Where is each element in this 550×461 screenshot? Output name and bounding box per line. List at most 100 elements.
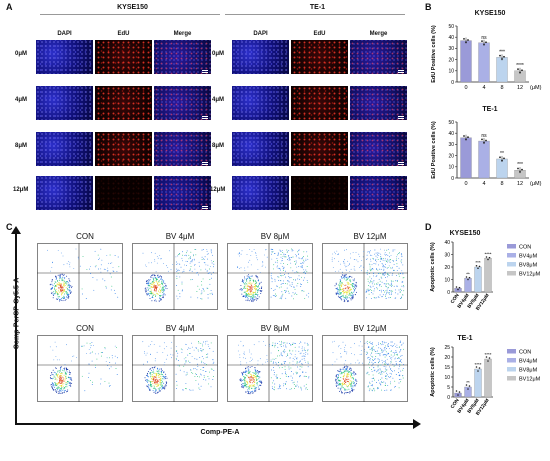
event-dot — [350, 347, 352, 348]
event-dot — [293, 298, 294, 300]
event-dot — [378, 342, 380, 344]
event-dot — [363, 251, 365, 252]
event-dot — [165, 373, 167, 375]
event-dot — [152, 282, 154, 283]
event-dot — [244, 384, 246, 386]
event-dot — [398, 253, 400, 254]
event-dot — [356, 382, 357, 384]
event-dot — [246, 386, 248, 388]
event-dot — [381, 382, 383, 384]
event-dot — [246, 291, 248, 292]
event-dot — [49, 346, 51, 348]
event-dot — [151, 341, 153, 342]
event-dot — [274, 383, 276, 385]
event-dot — [69, 286, 71, 288]
event-dot — [247, 369, 249, 371]
event-dot — [307, 366, 309, 368]
event-dot — [284, 373, 286, 374]
event-dot — [374, 369, 376, 371]
event-dot — [398, 346, 400, 348]
event-dot — [390, 362, 392, 364]
event-dot — [258, 378, 260, 380]
event-dot — [384, 252, 386, 253]
event-dot — [390, 376, 392, 378]
event-dot — [147, 371, 149, 372]
event-dot — [55, 383, 57, 385]
event-dot — [289, 277, 291, 279]
event-dot — [147, 384, 149, 386]
event-dot — [57, 374, 58, 376]
event-dot — [280, 254, 282, 255]
event-dot — [293, 293, 295, 295]
event-dot — [306, 388, 308, 390]
event-dot — [187, 354, 189, 356]
event-dot — [160, 289, 161, 291]
event-dot — [369, 280, 371, 282]
event-dot — [249, 380, 251, 382]
event-dot — [398, 273, 400, 275]
event-dot — [154, 377, 156, 379]
bar — [496, 57, 508, 83]
event-dot — [116, 357, 118, 359]
event-dot — [209, 266, 211, 267]
event-dot — [55, 292, 56, 294]
event-dot — [185, 357, 187, 359]
event-dot — [81, 288, 83, 290]
event-dot — [60, 290, 62, 292]
event-dot — [341, 282, 343, 284]
event-dot — [394, 343, 396, 345]
event-dot — [194, 259, 195, 261]
event-dot — [171, 357, 172, 359]
event-dot — [391, 373, 392, 375]
event-dot — [291, 380, 293, 381]
event-dot — [344, 284, 346, 286]
event-dot — [340, 353, 341, 354]
col-edu-left: EdU — [117, 31, 130, 37]
event-dot — [64, 284, 66, 286]
event-dot — [399, 350, 401, 352]
event-dot — [256, 370, 258, 371]
event-dot — [369, 289, 371, 290]
event-dot — [203, 367, 205, 368]
bar — [478, 42, 490, 83]
event-dot — [371, 290, 373, 292]
event-dot — [143, 363, 144, 365]
event-dot — [340, 370, 342, 372]
event-dot — [60, 377, 62, 379]
event-dot — [336, 287, 338, 289]
event-dot — [350, 289, 352, 291]
event-dot — [347, 286, 349, 288]
event-dot — [153, 378, 155, 379]
event-dot — [193, 258, 195, 260]
event-dot — [363, 266, 364, 268]
event-dot — [148, 380, 150, 382]
event-dot — [59, 371, 61, 373]
event-dot — [377, 288, 378, 290]
event-dot — [398, 356, 400, 358]
event-dot — [261, 382, 263, 384]
event-dot — [106, 255, 108, 256]
event-dot — [276, 260, 278, 262]
event-dot — [384, 345, 386, 347]
event-dot — [308, 292, 310, 294]
event-dot — [379, 355, 381, 357]
event-dot — [62, 297, 63, 299]
event-dot — [373, 288, 375, 290]
event-dot — [248, 388, 250, 390]
event-dot — [153, 286, 155, 288]
event-dot — [160, 299, 162, 301]
event-dot — [249, 384, 251, 386]
event-dot — [370, 347, 372, 349]
event-dot — [241, 293, 243, 295]
event-dot — [388, 283, 390, 285]
event-dot — [61, 380, 63, 382]
event-dot — [253, 382, 255, 383]
event-dot — [196, 369, 198, 371]
event-dot — [151, 252, 152, 254]
event-dot — [239, 268, 240, 269]
data-point — [478, 367, 481, 369]
event-dot — [59, 275, 61, 277]
event-dot — [286, 283, 288, 285]
event-dot — [282, 260, 283, 261]
event-dot — [289, 257, 291, 259]
